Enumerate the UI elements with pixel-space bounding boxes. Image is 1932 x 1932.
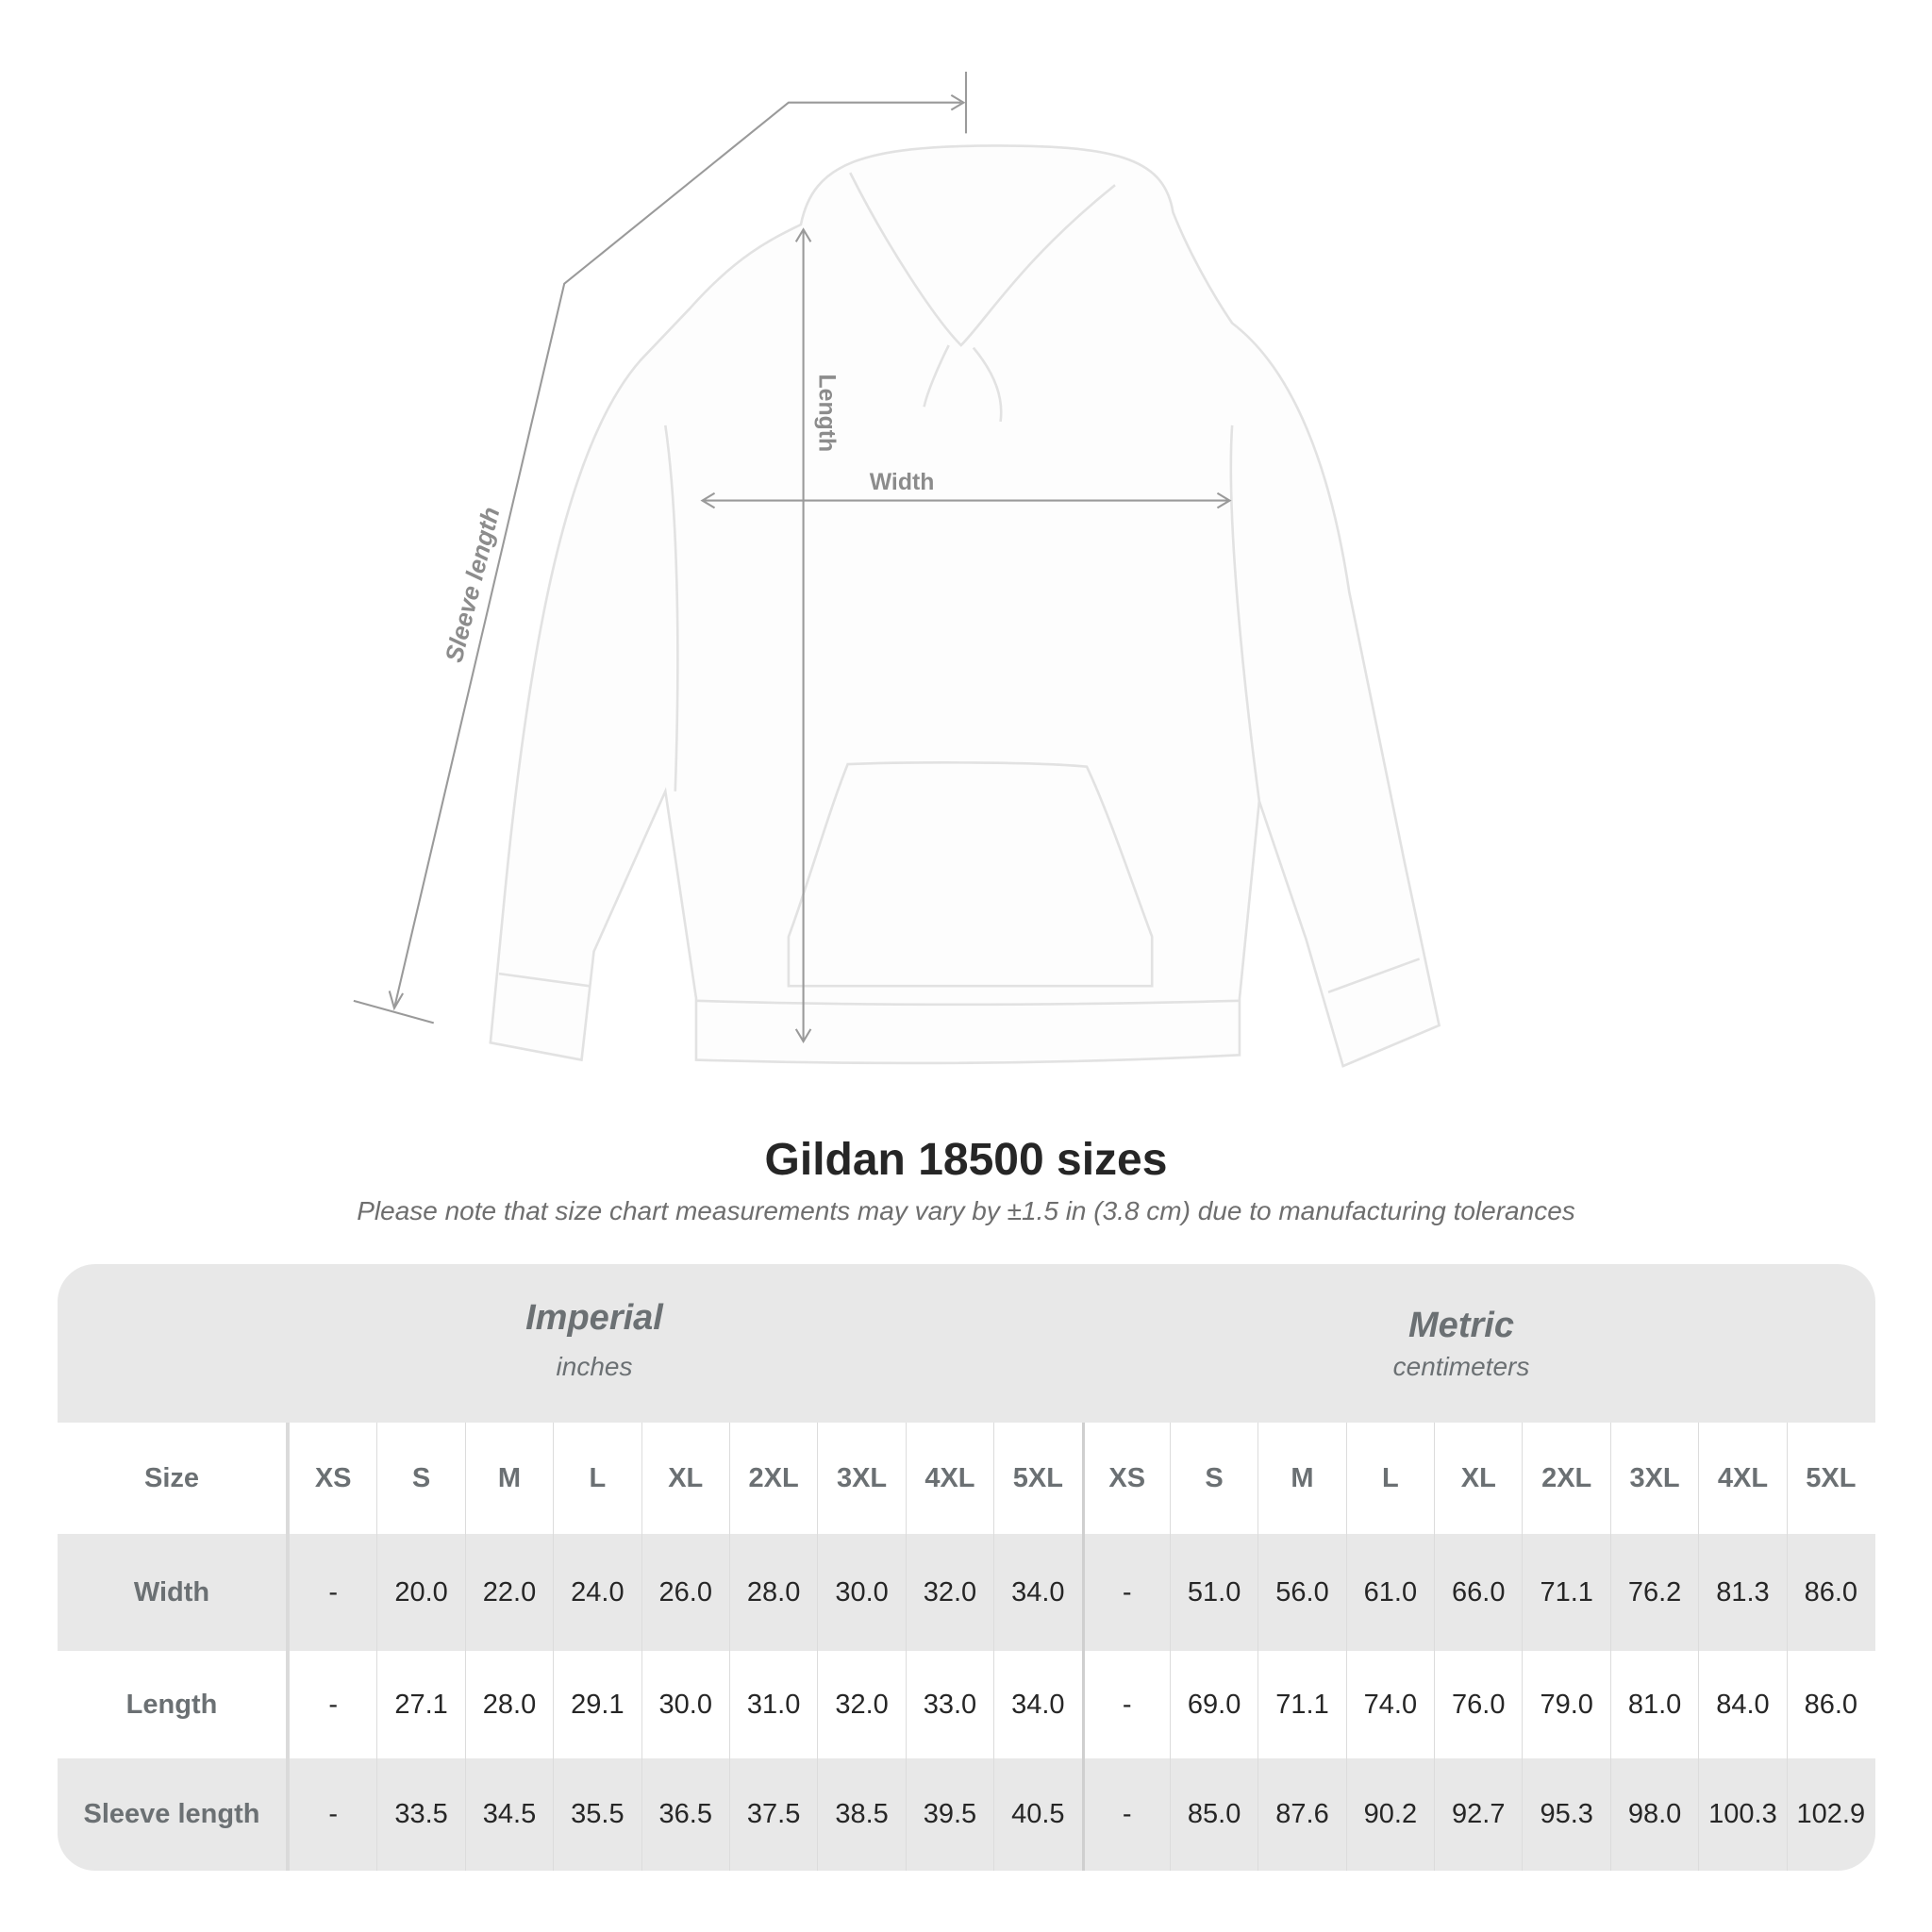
- length-label: Length: [814, 375, 840, 453]
- imperial-value-cell: 28.0: [464, 1651, 553, 1758]
- metric-value-cell: 86.0: [1786, 1651, 1874, 1758]
- row-label: Length: [58, 1651, 289, 1758]
- size-header-cell: M: [464, 1423, 553, 1534]
- metric-value-cell: 81.0: [1609, 1651, 1698, 1758]
- imperial-value-cell: 30.0: [817, 1534, 905, 1651]
- imperial-value-cell: 34.5: [464, 1758, 553, 1871]
- imperial-value-cell: 34.0: [993, 1534, 1081, 1651]
- size-header-cell: L: [1345, 1423, 1434, 1534]
- size-header-cell: 4XL: [1698, 1423, 1786, 1534]
- imperial-value-cell: 33.5: [376, 1758, 464, 1871]
- imperial-value-cell: -: [289, 1758, 376, 1871]
- imperial-value-cell: 37.5: [728, 1758, 817, 1871]
- size-header-cell: 2XL: [1522, 1423, 1609, 1534]
- size-header-cell: 3XL: [1609, 1423, 1698, 1534]
- size-header-cell: XL: [641, 1423, 729, 1534]
- imperial-value-cell: 27.1: [376, 1651, 464, 1758]
- page-title: Gildan 18500 sizes: [764, 1135, 1168, 1185]
- metric-value-cell: 71.1: [1257, 1651, 1345, 1758]
- imperial-value-cell: 32.0: [905, 1534, 993, 1651]
- table-row: Sleeve length -33.5 34.5 35.5 36.5 37.5 38.5 39…: [58, 1758, 1875, 1871]
- metric-value-cell: 87.6: [1257, 1758, 1345, 1871]
- table-row: Length -27.1 28.0 29.1 30.0 31.0 32.0 33.0 34.0-…: [58, 1651, 1875, 1758]
- metric-value-cell: 81.3: [1698, 1534, 1786, 1651]
- imperial-value-cell: -: [289, 1651, 376, 1758]
- metric-value-cell: 95.3: [1522, 1758, 1609, 1871]
- row-label: Width: [58, 1534, 289, 1651]
- metric-value-cell: 74.0: [1345, 1651, 1434, 1758]
- sleeve-length-line: [392, 101, 961, 1008]
- metric-value-cell: 69.0: [1169, 1651, 1257, 1758]
- width-label: Width: [870, 470, 935, 495]
- imperial-value-cell: 35.5: [553, 1758, 641, 1871]
- table-row: Width -20.0 22.0 24.0 26.0 28.0 30.0 32.0 34.0-5…: [58, 1534, 1875, 1651]
- size-header-cell: L: [553, 1423, 641, 1534]
- size-header-cell: M: [1257, 1423, 1345, 1534]
- imperial-value-cell: 24.0: [553, 1534, 641, 1651]
- imperial-value-cell: 30.0: [641, 1651, 729, 1758]
- metric-value-cell: 85.0: [1169, 1758, 1257, 1871]
- size-header-cell: 4XL: [905, 1423, 993, 1534]
- metric-value-cell: 84.0: [1698, 1651, 1786, 1758]
- metric-value-cell: 76.0: [1434, 1651, 1522, 1758]
- imperial-value-cell: -: [289, 1534, 376, 1651]
- imperial-value-cell: 22.0: [464, 1534, 553, 1651]
- size-header-cell: S: [376, 1423, 464, 1534]
- imperial-value-cell: 40.5: [993, 1758, 1081, 1871]
- row-label: Size: [58, 1423, 289, 1534]
- imperial-header: Imperial inches: [311, 1298, 877, 1382]
- metric-unit: centimeters: [1392, 1352, 1530, 1381]
- size-header-cell: 5XL: [1786, 1423, 1874, 1534]
- metric-header: Metric centimeters: [1178, 1306, 1744, 1382]
- metric-value-cell: 92.7: [1434, 1758, 1522, 1871]
- hoodie-diagram: Length Width Sleeve length: [353, 72, 1441, 1068]
- imperial-value-cell: 29.1: [553, 1651, 641, 1758]
- tolerance-note: Please note that size chart measurements…: [357, 1196, 1575, 1225]
- size-table: Imperial inches Metric centimeters Size X…: [58, 1264, 1875, 1871]
- metric-value-cell: 100.3: [1698, 1758, 1786, 1871]
- imperial-value-cell: 20.0: [376, 1534, 464, 1651]
- imperial-value-cell: 26.0: [641, 1534, 729, 1651]
- imperial-value-cell: 39.5: [905, 1758, 993, 1871]
- imperial-value-cell: 32.0: [817, 1651, 905, 1758]
- size-header-cell: XS: [1081, 1423, 1170, 1534]
- metric-value-cell: 76.2: [1609, 1534, 1698, 1651]
- metric-value-cell: 98.0: [1609, 1758, 1698, 1871]
- imperial-value-cell: 33.0: [905, 1651, 993, 1758]
- row-label: Sleeve length: [58, 1758, 289, 1871]
- metric-value-cell: 90.2: [1345, 1758, 1434, 1871]
- size-header-cell: 5XL: [993, 1423, 1081, 1534]
- metric-value-cell: 56.0: [1257, 1534, 1345, 1651]
- size-header-cell: XS: [289, 1423, 376, 1534]
- table-header: Imperial inches Metric centimeters: [58, 1264, 1875, 1423]
- metric-value-cell: 66.0: [1434, 1534, 1522, 1651]
- metric-value-cell: 61.0: [1345, 1534, 1434, 1651]
- metric-value-cell: 102.9: [1786, 1758, 1874, 1871]
- size-header-cell: 3XL: [817, 1423, 905, 1534]
- imperial-value-cell: 31.0: [728, 1651, 817, 1758]
- metric-value-cell: -: [1081, 1534, 1170, 1651]
- metric-value-cell: 86.0: [1786, 1534, 1874, 1651]
- imperial-value-cell: 36.5: [641, 1758, 729, 1871]
- sleeve-length-label: Sleeve length: [440, 505, 506, 666]
- metric-value-cell: -: [1081, 1758, 1170, 1871]
- metric-value-cell: 51.0: [1169, 1534, 1257, 1651]
- hoodie-image: [489, 144, 1441, 1068]
- imperial-value-cell: 34.0: [993, 1651, 1081, 1758]
- measure-lines: [353, 72, 1232, 1043]
- size-header-row: Size XS S M L XL 2XL 3XL 4XL 5XL XS S M L XL 2XL 3XL 4XL 5…: [58, 1423, 1875, 1534]
- metric-value-cell: 71.1: [1522, 1534, 1609, 1651]
- metric-title: Metric: [1408, 1306, 1514, 1345]
- imperial-unit: inches: [556, 1352, 633, 1381]
- imperial-value-cell: 38.5: [817, 1758, 905, 1871]
- size-header-cell: 2XL: [728, 1423, 817, 1534]
- size-header-cell: S: [1169, 1423, 1257, 1534]
- imperial-value-cell: 28.0: [728, 1534, 817, 1651]
- sleeve-start-tick: [353, 999, 435, 1024]
- metric-value-cell: 79.0: [1522, 1651, 1609, 1758]
- metric-value-cell: -: [1081, 1651, 1170, 1758]
- imperial-title: Imperial: [525, 1298, 663, 1338]
- size-header-cell: XL: [1434, 1423, 1522, 1534]
